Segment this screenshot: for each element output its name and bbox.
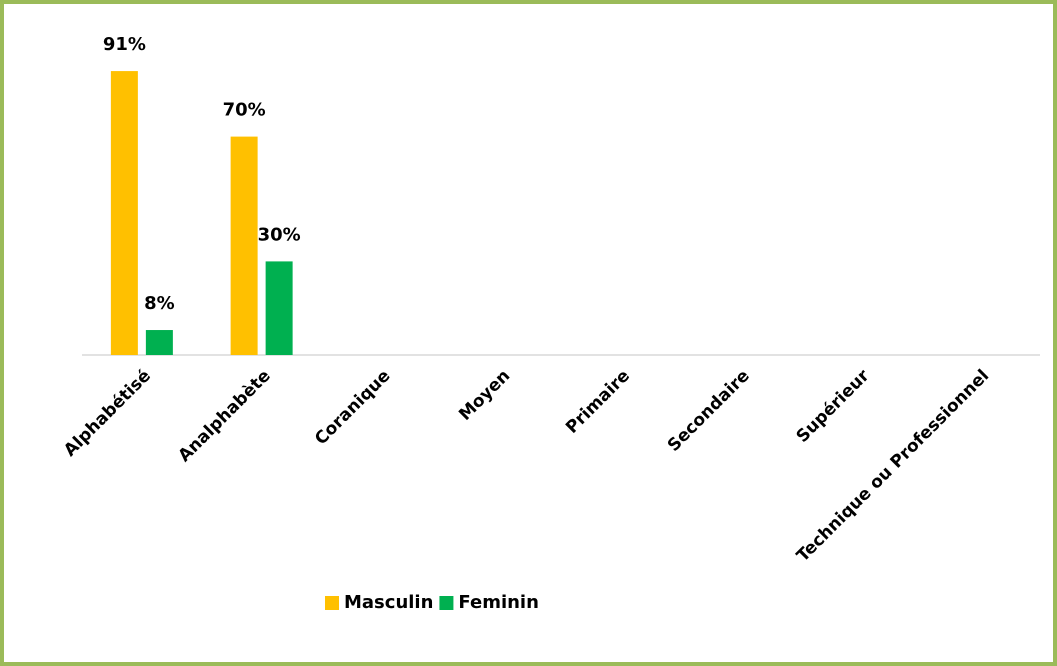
data-label: 70% xyxy=(223,100,266,121)
legend-label: Masculin xyxy=(344,592,433,613)
bar xyxy=(110,71,138,355)
bar xyxy=(145,330,173,355)
legend-label: Feminin xyxy=(458,592,539,613)
bar xyxy=(265,261,293,355)
legend-swatch xyxy=(439,596,454,610)
data-label: 8% xyxy=(144,293,175,314)
data-label: 30% xyxy=(258,224,301,245)
legend-swatch xyxy=(325,596,339,610)
bar xyxy=(230,136,258,355)
data-label: 91% xyxy=(103,34,146,55)
